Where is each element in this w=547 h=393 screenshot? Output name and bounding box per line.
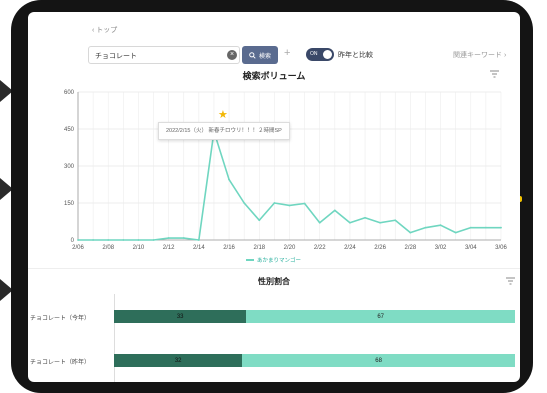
event-tooltip: 2022/2/15（火） 新春チロウリ！！！２時間SP — [158, 122, 290, 140]
breadcrumb-top[interactable]: ‹ トップ — [92, 27, 118, 34]
nav-arrow-left — [0, 80, 13, 102]
y-tick-label: 300 — [64, 164, 75, 170]
data-point — [122, 239, 125, 241]
search-icon — [249, 51, 256, 59]
toggle-knob — [323, 50, 332, 59]
data-point — [349, 221, 351, 224]
y-tick-label: 0 — [71, 238, 75, 244]
data-point — [243, 202, 246, 204]
toggle-state-label: ON — [310, 51, 318, 57]
chart-grid — [77, 91, 502, 241]
y-axis-ticks: 0 150 300 450 600 — [64, 90, 75, 244]
nav-arrow-left — [0, 279, 13, 301]
x-tick-label: 3/02 — [435, 245, 447, 251]
y-tick-label: 600 — [64, 90, 75, 96]
data-point — [152, 239, 155, 241]
side-indicator — [518, 196, 522, 202]
tablet-screen: ‹ トップ × 検索 + ON 昨年と比較 関連キーワード › 検索ボリューム … — [28, 12, 520, 382]
data-point — [182, 237, 185, 239]
plus-icon[interactable]: + — [284, 47, 291, 59]
x-tick-label: 2/26 — [374, 245, 386, 251]
data-point — [197, 239, 200, 241]
gender-bar-male[interactable]: 33 — [114, 310, 247, 323]
section-divider — [28, 268, 520, 269]
data-point — [228, 178, 230, 181]
data-point — [500, 226, 502, 229]
data-point — [424, 226, 427, 229]
x-tick-label: 2/18 — [253, 245, 265, 251]
data-point — [273, 202, 276, 204]
x-tick-label: 2/08 — [102, 245, 114, 251]
data-point — [288, 204, 291, 207]
data-point — [364, 216, 366, 219]
volume-chart-title: 検索ボリューム — [242, 71, 306, 81]
legend-swatch — [246, 259, 254, 261]
search-button-label: 検索 — [258, 53, 271, 60]
x-tick-label: 2/06 — [72, 245, 84, 251]
search-button[interactable]: 検索 — [242, 46, 278, 64]
x-tick-label: 2/16 — [223, 245, 235, 251]
data-point — [107, 239, 110, 241]
legend-label: あかまりマンゴー — [257, 258, 302, 264]
data-point — [439, 224, 442, 227]
gender-bar-last-year: 32 68 — [114, 354, 515, 367]
search-input[interactable] — [95, 50, 225, 61]
nav-arrow-left — [0, 178, 13, 200]
gender-chart-title: 性別割合 — [258, 277, 290, 286]
gender-row-label: チョコレート（今年） — [30, 316, 91, 322]
y-tick-label: 450 — [64, 127, 75, 133]
star-icon[interactable]: ★ — [218, 109, 228, 121]
data-point — [77, 239, 79, 241]
x-tick-label: 2/20 — [284, 245, 296, 251]
x-tick-label: 2/24 — [344, 245, 356, 251]
gender-row-label: チョコレート（昨年） — [30, 360, 91, 366]
x-tick-label: 2/14 — [193, 245, 205, 251]
clear-icon[interactable]: × — [227, 50, 237, 60]
filter-icon[interactable] — [506, 277, 515, 287]
data-point — [484, 226, 487, 229]
related-keywords-link[interactable]: 関連キーワード › — [453, 52, 507, 59]
x-tick-label: 3/06 — [495, 245, 507, 251]
x-tick-label: 2/22 — [314, 245, 326, 251]
gender-bar-this-year: 33 67 — [114, 310, 515, 323]
x-axis-ticks: 2/06 2/08 2/10 2/12 2/14 2/16 2/18 2/20 2/22 2/24… — [72, 245, 507, 251]
gender-bar-male[interactable]: 32 — [114, 354, 243, 367]
data-point — [137, 239, 140, 241]
gender-axis-line — [114, 294, 115, 382]
data-point — [318, 221, 321, 224]
gender-bar-female[interactable]: 67 — [246, 310, 515, 323]
data-point — [303, 202, 306, 205]
data-point — [258, 219, 261, 222]
data-point — [333, 209, 336, 212]
search-field[interactable]: × — [88, 46, 240, 64]
chart-series — [77, 130, 502, 241]
gender-bar-female[interactable]: 68 — [242, 354, 515, 367]
data-point — [409, 231, 412, 234]
data-point — [394, 219, 397, 222]
x-tick-label: 2/10 — [133, 245, 145, 251]
data-point — [454, 231, 457, 234]
data-point — [469, 226, 472, 229]
x-tick-label: 2/12 — [163, 245, 175, 251]
y-tick-label: 150 — [64, 201, 75, 207]
compare-label: 昨年と比較 — [338, 52, 373, 59]
compare-toggle[interactable]: ON — [306, 48, 334, 61]
data-point — [167, 237, 170, 239]
x-tick-label: 3/04 — [465, 245, 477, 251]
data-point — [379, 221, 382, 224]
chart-legend[interactable]: あかまりマンゴー — [246, 256, 301, 264]
filter-icon[interactable] — [490, 70, 499, 80]
x-tick-label: 2/28 — [405, 245, 417, 251]
data-point — [92, 239, 95, 241]
